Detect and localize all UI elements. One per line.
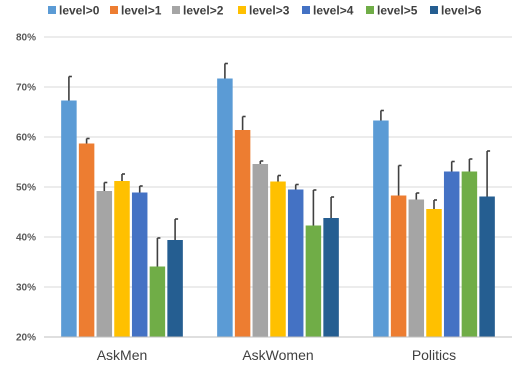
y-tick-label: 30% xyxy=(16,283,36,294)
legend-label: level>2 xyxy=(183,4,224,18)
x-category-label: AskWomen xyxy=(242,347,313,363)
bar-politics-level-gt-3 xyxy=(426,209,442,337)
y-tick-label: 40% xyxy=(16,233,36,244)
bar-politics-level-gt-5 xyxy=(461,171,478,337)
y-tick-label: 50% xyxy=(16,183,36,194)
bar-askmen-level-gt-4 xyxy=(131,192,148,337)
y-axis: 20% 30% 40% 50% 60% 70% 80% xyxy=(16,33,36,344)
bar-askmen-level-gt-3 xyxy=(114,181,130,337)
legend-swatch xyxy=(172,6,180,14)
y-tick-label: 60% xyxy=(16,133,36,144)
bar-askmen-level-gt-2 xyxy=(96,191,113,337)
bar-politics-level-gt-0 xyxy=(373,120,389,337)
bar-politics-level-gt-2 xyxy=(408,199,425,337)
legend-swatch xyxy=(110,6,118,14)
legend-label: level>6 xyxy=(441,4,482,18)
legend-label: level>3 xyxy=(249,4,290,18)
bar-askwomen-level-gt-4 xyxy=(287,189,304,337)
legend-swatch xyxy=(430,6,438,14)
bars xyxy=(61,62,495,337)
legend-swatch xyxy=(238,6,246,14)
bar-askwomen-level-gt-2 xyxy=(252,164,269,337)
bar-askwomen-level-gt-3 xyxy=(270,181,286,337)
legend-swatch xyxy=(302,6,310,14)
bar-politics-level-gt-6 xyxy=(479,196,495,337)
bar-askwomen-level-gt-1 xyxy=(234,130,251,337)
bar-askmen-level-gt-1 xyxy=(78,143,95,337)
bar-askwomen-level-gt-0 xyxy=(217,78,233,337)
x-category-label: Politics xyxy=(412,347,456,363)
x-axis: AskMen AskWomen Politics xyxy=(44,336,512,363)
bar-askwomen-level-gt-6 xyxy=(323,218,339,337)
y-tick-label: 20% xyxy=(16,333,36,344)
bar-askmen-level-gt-0 xyxy=(61,100,77,337)
legend-label: level>4 xyxy=(313,4,354,18)
y-tick-label: 80% xyxy=(16,33,36,44)
bar-askmen-level-gt-5 xyxy=(149,266,166,337)
legend: level>0 level>1 level>2 level>3 level>4 level… xyxy=(48,4,482,18)
y-tick-label: 70% xyxy=(16,83,36,94)
legend-swatch xyxy=(48,6,56,14)
legend-label: level>1 xyxy=(121,4,162,18)
bar-politics-level-gt-1 xyxy=(390,195,407,337)
legend-swatch xyxy=(366,6,374,14)
x-category-label: AskMen xyxy=(97,347,148,363)
legend-label: level>5 xyxy=(377,4,418,18)
legend-label: level>0 xyxy=(59,4,100,18)
bar-askmen-level-gt-6 xyxy=(167,240,183,337)
bar-askwomen-level-gt-5 xyxy=(305,225,322,337)
bar-politics-level-gt-4 xyxy=(443,171,460,337)
